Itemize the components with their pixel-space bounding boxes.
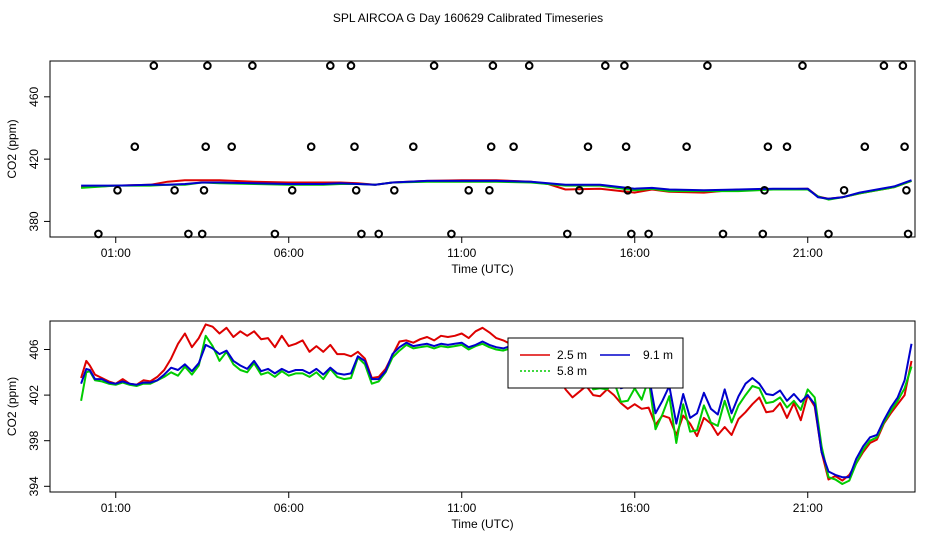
data-point-marker <box>203 61 212 70</box>
data-point-marker <box>839 186 849 195</box>
x-axis-label: Time (UTC) <box>451 262 513 276</box>
data-point-marker <box>903 229 913 239</box>
data-point-marker <box>782 142 792 151</box>
y-tick-label: 380 <box>27 211 41 231</box>
x-tick-label: 06:00 <box>274 246 304 260</box>
data-point-marker <box>447 229 456 239</box>
data-point-marker <box>620 61 629 70</box>
data-point-marker <box>879 61 889 70</box>
data-point-marker <box>760 186 769 195</box>
series-line-9-1-m <box>80 340 913 479</box>
data-point-marker <box>201 142 210 151</box>
plot-frame <box>49 60 916 238</box>
x-tick-label: 21:00 <box>793 501 823 515</box>
data-point-marker <box>184 229 193 239</box>
data-point-marker <box>357 229 366 239</box>
data-point-marker <box>623 186 633 195</box>
y-tick-label: 406 <box>27 339 41 359</box>
data-point-marker <box>824 229 833 239</box>
data-point-marker <box>627 229 636 239</box>
data-point-marker <box>509 142 518 151</box>
series-line-5-8-m <box>80 334 913 485</box>
x-tick-label: 21:00 <box>793 246 823 260</box>
data-point-marker <box>374 229 384 239</box>
bottom-panel: 01:00 06:00 11:00 16:00 21:00 394 398 402 406 Tim… <box>5 320 916 531</box>
data-point-marker <box>583 142 593 151</box>
series-line-5-8-m <box>81 179 912 201</box>
data-point-marker <box>718 229 728 239</box>
data-point-marker <box>287 186 297 195</box>
data-point-marker <box>409 142 418 151</box>
data-point-marker <box>682 142 691 151</box>
data-point-marker <box>621 142 631 151</box>
data-point-marker <box>898 61 908 70</box>
x-axis-label: Time (UTC) <box>451 517 513 531</box>
plot-frame <box>49 320 916 493</box>
data-point-marker <box>270 229 280 239</box>
data-point-marker <box>346 61 356 70</box>
data-point-marker <box>763 142 773 151</box>
data-point-marker <box>94 229 103 239</box>
data-point-marker <box>486 142 496 151</box>
y-axis-label: CO2 (ppm) <box>5 377 19 436</box>
data-point-marker <box>758 229 768 239</box>
data-point-marker <box>798 61 807 70</box>
x-tick-label: 11:00 <box>447 246 476 260</box>
data-point-marker <box>113 186 122 195</box>
data-point-marker <box>485 186 494 195</box>
data-point-marker <box>644 229 653 239</box>
data-point-marker <box>902 186 911 195</box>
x-tick-label: 16:00 <box>620 501 650 515</box>
x-tick-label: 16:00 <box>620 246 650 260</box>
y-tick-label: 394 <box>27 476 41 496</box>
data-point-marker <box>563 229 572 239</box>
data-point-marker <box>464 186 474 195</box>
data-point-marker <box>488 61 498 70</box>
data-point-marker <box>351 186 361 195</box>
series-line-9-1-m <box>81 179 912 200</box>
y-tick-label: 420 <box>27 149 41 169</box>
y-tick-label: 402 <box>27 385 41 405</box>
y-axis-label: CO2 (ppm) <box>5 119 19 178</box>
data-point-marker <box>350 142 359 151</box>
data-point-marker <box>390 186 399 195</box>
y-tick-label: 398 <box>27 430 41 450</box>
data-point-marker <box>306 142 316 151</box>
data-point-marker <box>197 229 207 239</box>
series-line-2-5-m <box>80 323 913 482</box>
data-point-marker <box>703 61 712 70</box>
figure-title: SPL AIRCOA G Day 160629 Calibrated Times… <box>333 11 603 25</box>
legend-label: 5.8 m <box>557 364 587 378</box>
legend: 2.5 m 9.1 m 5.8 m <box>507 337 684 389</box>
y-tick-label: 460 <box>27 86 41 106</box>
data-point-marker <box>601 61 610 70</box>
data-point-marker <box>575 186 584 195</box>
data-point-marker <box>149 61 159 70</box>
legend-label: 9.1 m <box>643 348 673 362</box>
data-point-marker <box>227 142 236 151</box>
x-tick-label: 01:00 <box>101 501 131 515</box>
data-point-marker <box>900 142 909 151</box>
data-point-marker <box>170 186 179 195</box>
data-point-marker <box>429 61 439 70</box>
data-point-marker <box>199 186 209 195</box>
x-tick-label: 11:00 <box>447 501 476 515</box>
x-tick-label: 06:00 <box>274 501 304 515</box>
data-point-marker <box>524 61 534 70</box>
legend-box <box>507 337 684 389</box>
data-point-marker <box>248 61 257 70</box>
x-tick-label: 01:00 <box>101 246 131 260</box>
data-point-marker <box>860 142 870 151</box>
data-point-marker <box>130 142 140 151</box>
top-panel: 01:00 06:00 11:00 16:00 21:00 380 420 460 Time (… <box>5 60 916 276</box>
data-point-marker <box>326 61 335 70</box>
legend-label: 2.5 m <box>557 348 587 362</box>
